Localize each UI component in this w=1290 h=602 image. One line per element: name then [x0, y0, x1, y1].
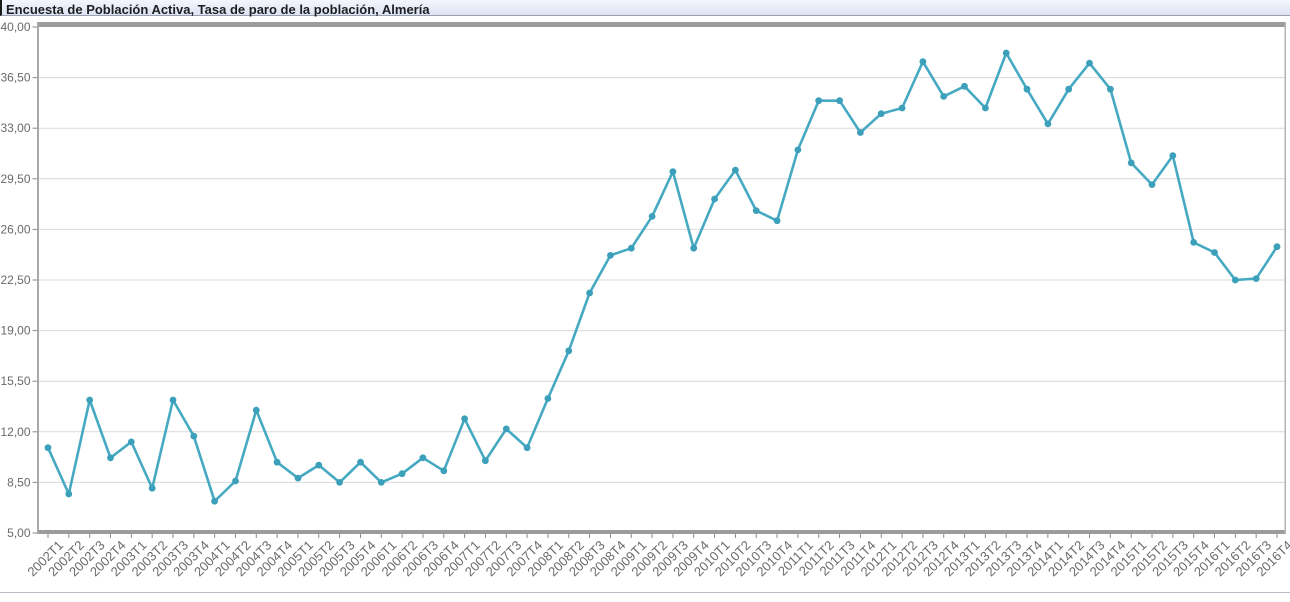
data-point — [398, 470, 406, 478]
data-point — [586, 289, 593, 297]
y-axis-label: 36,50 — [0, 71, 30, 85]
series-line — [46, 51, 1279, 503]
data-point — [273, 458, 281, 466]
data-point — [794, 146, 802, 154]
data-point — [1065, 85, 1073, 93]
data-point — [148, 484, 156, 492]
data-point — [44, 444, 52, 452]
data-point — [627, 244, 635, 252]
data-point — [440, 467, 448, 475]
data-point — [1169, 152, 1177, 160]
data-point — [377, 479, 385, 486]
data-point — [419, 454, 427, 462]
x-axis-line — [37, 530, 1286, 534]
data-point — [690, 244, 698, 252]
data-point — [815, 97, 823, 105]
data-point — [127, 438, 135, 446]
data-point — [169, 396, 177, 404]
data-point — [836, 97, 843, 105]
data-point — [773, 217, 781, 225]
data-point — [961, 82, 968, 90]
data-point — [1231, 276, 1239, 284]
data-point — [357, 458, 364, 466]
data-point — [940, 93, 948, 100]
data-point — [711, 195, 718, 203]
data-point — [482, 457, 489, 465]
y-axis-label: 29,50 — [0, 172, 30, 186]
data-point — [1127, 159, 1135, 167]
data-point — [502, 425, 510, 433]
y-axis-label: 19,00 — [0, 324, 30, 338]
data-point — [294, 474, 302, 482]
data-point — [315, 461, 323, 469]
y-axis-label: 40,00 — [0, 20, 30, 34]
data-point — [877, 110, 885, 118]
data-point — [648, 213, 656, 220]
y-axis-label: 5,00 — [7, 526, 31, 540]
unemployment-line-chart: 5,00 8,50 12,00 15,50 19,00 22,50 26,00 29,50 33… — [0, 20, 1290, 593]
plot-area — [37, 22, 1286, 536]
data-point — [565, 347, 573, 355]
data-point — [1086, 59, 1093, 67]
y-axis-label: 33,00 — [0, 121, 30, 135]
data-point — [857, 129, 864, 136]
y-axis-label: 26,00 — [0, 222, 30, 236]
data-point — [461, 415, 468, 423]
data-point — [607, 252, 614, 259]
data-point — [752, 207, 760, 215]
data-point — [211, 497, 219, 505]
data-point — [252, 406, 260, 414]
data-point — [65, 490, 73, 498]
y-axis-label: 15,50 — [0, 374, 30, 388]
data-point — [1148, 181, 1156, 189]
plot-top-border — [37, 22, 1286, 27]
data-point — [544, 395, 552, 402]
title-bar: Encuesta de Población Activa, Tasa de pa… — [0, 0, 1290, 17]
data-point — [232, 477, 239, 485]
data-point — [1002, 49, 1010, 57]
data-point — [1044, 120, 1052, 128]
data-point — [1023, 85, 1031, 93]
data-point — [1252, 275, 1260, 282]
page-title: Encuesta de Población Activa, Tasa de pa… — [6, 2, 430, 17]
data-point — [190, 432, 198, 440]
data-point — [86, 396, 94, 404]
data-point — [336, 479, 343, 486]
data-point — [1211, 249, 1218, 256]
data-point — [107, 454, 114, 462]
data-point — [1273, 243, 1281, 251]
plot-right-border — [1284, 22, 1286, 534]
y-axis-label: 22,50 — [0, 273, 30, 287]
data-point — [919, 58, 927, 66]
data-point — [669, 168, 677, 176]
data-point — [1190, 239, 1198, 246]
data-point — [898, 104, 906, 112]
y-axis-line — [37, 22, 39, 534]
y-axis-label: 12,00 — [0, 425, 30, 439]
y-axis-label: 8,50 — [7, 475, 31, 489]
data-point — [1107, 85, 1114, 93]
data-point — [523, 444, 531, 452]
data-point — [982, 104, 989, 112]
data-point — [732, 166, 739, 174]
